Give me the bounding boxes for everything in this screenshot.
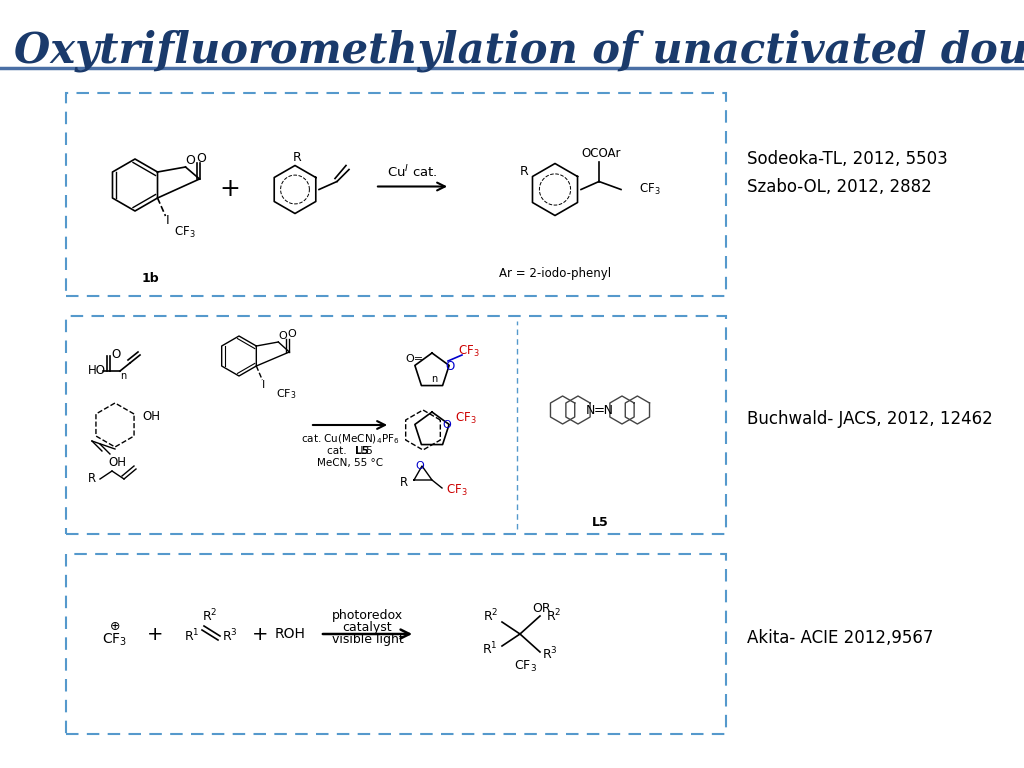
Text: Oxytrifluoromethylation of unactivated double bonds: Oxytrifluoromethylation of unactivated d… [14, 30, 1024, 72]
Text: CF$_3$: CF$_3$ [455, 410, 476, 425]
Text: Akita- ACIE 2012,9567: Akita- ACIE 2012,9567 [746, 629, 933, 647]
Text: I: I [166, 214, 169, 227]
Text: CF$_3$: CF$_3$ [514, 658, 537, 674]
Bar [66, 93, 726, 296]
Text: I: I [262, 380, 265, 390]
Text: R$^2$: R$^2$ [203, 607, 218, 624]
Text: catalyst: catalyst [343, 621, 392, 634]
Text: N=: N= [586, 403, 606, 416]
Text: R: R [293, 151, 301, 164]
Text: CF$_3$: CF$_3$ [639, 182, 660, 197]
Text: O: O [278, 331, 287, 341]
Text: ROH: ROH [274, 627, 305, 641]
Text: OH: OH [108, 456, 126, 469]
Text: cat. Cu(MeCN)$_4$PF$_6$: cat. Cu(MeCN)$_4$PF$_6$ [301, 432, 399, 445]
Text: photoredox: photoredox [332, 610, 403, 623]
Text: O: O [445, 359, 455, 372]
Text: n: n [431, 374, 437, 384]
Text: O=: O= [404, 354, 423, 364]
Text: MeCN, 55 °C: MeCN, 55 °C [317, 458, 383, 468]
Text: CF$_3$: CF$_3$ [458, 343, 479, 359]
Text: R$^3$: R$^3$ [222, 627, 238, 644]
Text: CF$_3$: CF$_3$ [173, 224, 196, 240]
Bar [66, 316, 726, 534]
Text: R: R [88, 472, 96, 485]
Text: CF$_3$: CF$_3$ [446, 482, 468, 498]
Text: O: O [197, 151, 207, 164]
Text: HO: HO [88, 365, 106, 378]
Text: R$^2$: R$^2$ [546, 607, 561, 624]
Text: R: R [400, 475, 409, 488]
Text: Ar = 2-iodo-phenyl: Ar = 2-iodo-phenyl [499, 267, 611, 280]
Text: R$^2$: R$^2$ [482, 607, 498, 624]
Text: O: O [185, 154, 196, 167]
Text: OH: OH [142, 411, 160, 423]
Bar [66, 554, 726, 734]
Text: 1b: 1b [141, 272, 159, 284]
Text: OR: OR [532, 601, 551, 614]
Text: +: + [252, 624, 268, 644]
Text: Cu$^I$ cat.: Cu$^I$ cat. [387, 164, 437, 180]
Text: n: n [120, 371, 126, 381]
Text: +: + [146, 624, 163, 644]
Text: Buchwald- JACS, 2012, 12462: Buchwald- JACS, 2012, 12462 [746, 410, 992, 428]
Text: L5: L5 [355, 446, 369, 456]
Text: O: O [442, 420, 452, 430]
Text: OCOAr: OCOAr [582, 147, 621, 160]
Text: CF$_3$: CF$_3$ [102, 632, 128, 648]
Text: =N: =N [594, 403, 614, 416]
Text: Sodeoka-TL, 2012, 5503
Szabo-OL, 2012, 2882: Sodeoka-TL, 2012, 5503 Szabo-OL, 2012, 2… [746, 150, 948, 196]
Text: R: R [519, 165, 528, 178]
Text: O: O [416, 461, 424, 471]
Text: +: + [219, 177, 241, 201]
Text: O: O [111, 349, 120, 362]
Text: O: O [287, 329, 296, 339]
Text: visible light: visible light [332, 634, 403, 647]
Text: R$^3$: R$^3$ [542, 646, 558, 662]
Text: ⊕: ⊕ [110, 620, 120, 633]
Text: cat.   L5: cat. L5 [327, 446, 373, 456]
Text: CF$_3$: CF$_3$ [276, 387, 297, 401]
Text: L5: L5 [592, 515, 608, 528]
Text: R$^1$: R$^1$ [482, 641, 498, 657]
Text: R$^1$: R$^1$ [184, 627, 200, 644]
